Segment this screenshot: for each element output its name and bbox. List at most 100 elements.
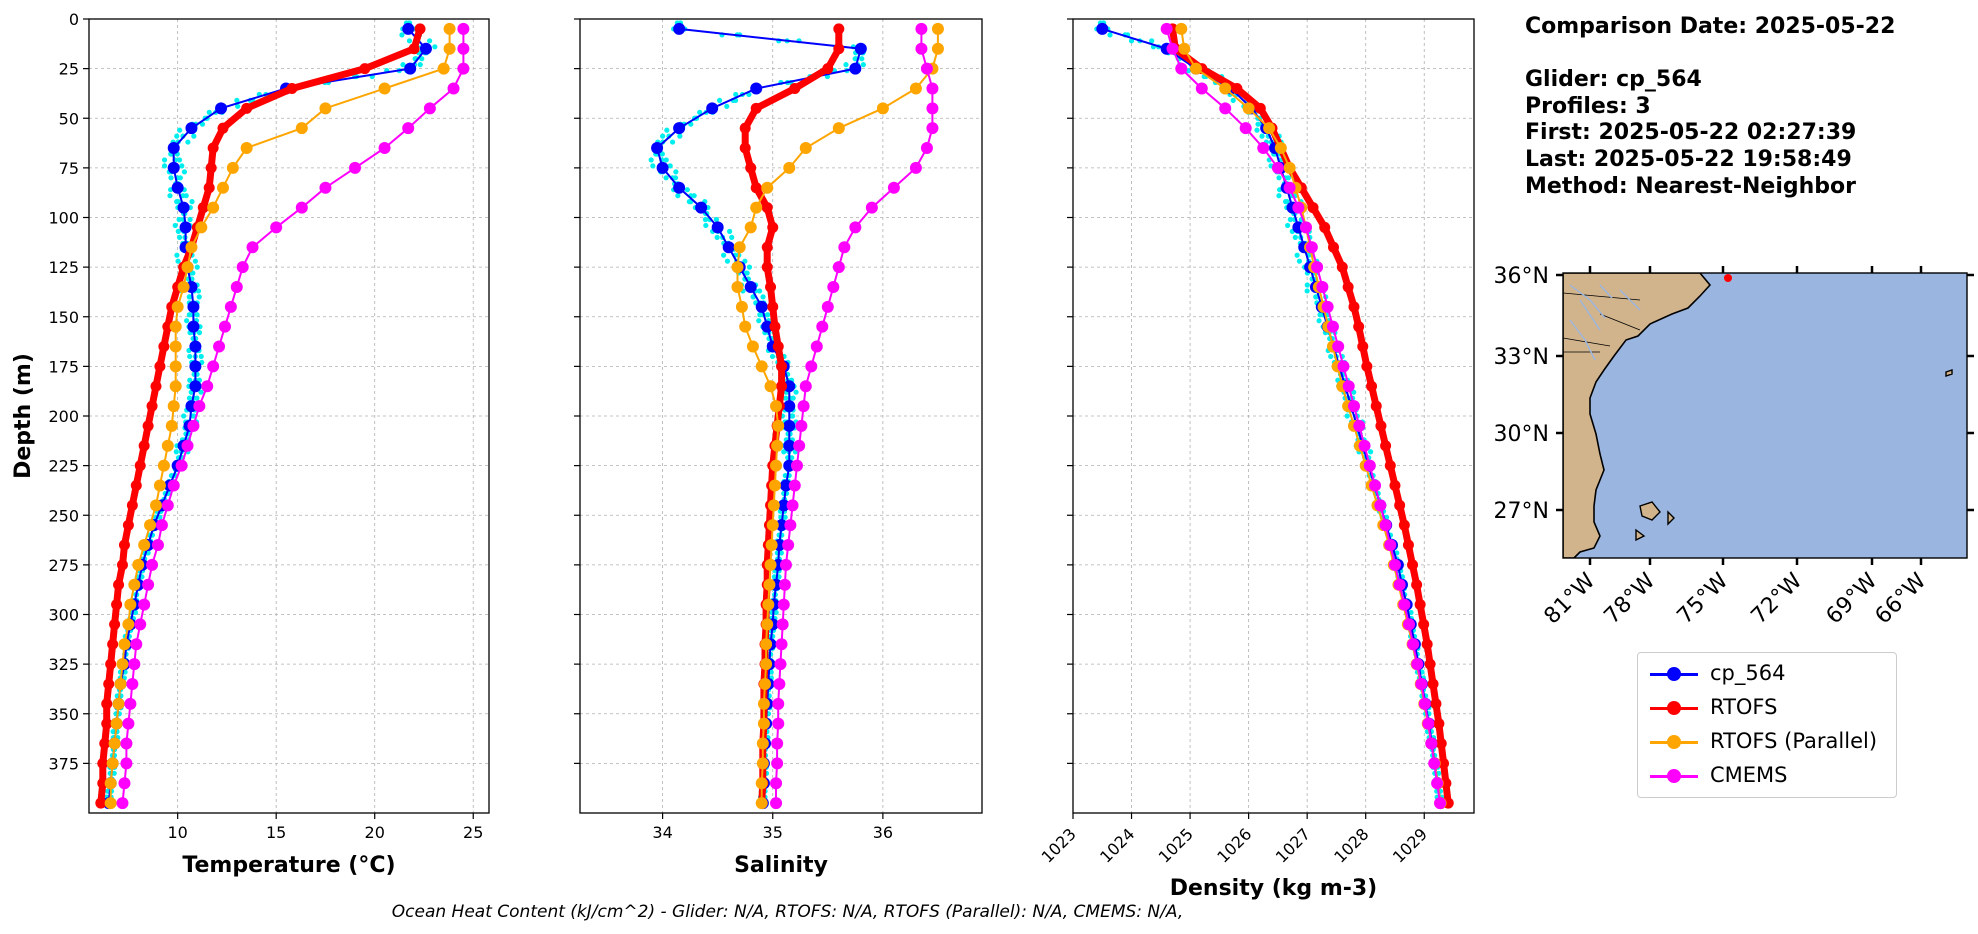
scatter-point (199, 121, 206, 127)
data-point (1380, 440, 1392, 452)
y-tick-label: 325 (48, 655, 79, 674)
data-point (759, 677, 772, 690)
data-point (169, 360, 182, 373)
panel-3: 1023 1024 1025 1026 1027 1028 1029 Density (kg … (1038, 18, 1475, 901)
data-point (185, 122, 198, 135)
scatter-point (183, 193, 189, 199)
data-point (775, 519, 788, 532)
data-point (169, 320, 182, 333)
scatter-point (664, 127, 670, 133)
scatter-point (177, 127, 183, 133)
data-point (1307, 202, 1319, 214)
data-point (404, 62, 417, 75)
x-tick-label: 34 (652, 823, 672, 842)
data-point (673, 22, 686, 35)
y-tick-label: 150 (48, 308, 79, 327)
data-point (207, 201, 220, 214)
data-point (770, 459, 783, 472)
data-point (319, 102, 332, 115)
scatter-point (783, 395, 789, 401)
data-point (116, 658, 129, 671)
scatter-point (175, 258, 181, 264)
scatter-point (176, 157, 183, 163)
data-point (171, 300, 184, 313)
scatter-point (781, 449, 787, 455)
y-tick-label: 75 (59, 159, 79, 178)
data-point (1319, 221, 1331, 233)
data-point (97, 757, 109, 769)
data-point (761, 320, 774, 333)
scatter-point (675, 193, 681, 199)
series-line (97, 27, 424, 804)
data-point (764, 558, 777, 571)
data-point (832, 261, 845, 274)
x-tick-label: 20 (365, 823, 385, 842)
data-point (1427, 678, 1439, 690)
data-point (772, 419, 785, 432)
data-point (788, 479, 801, 492)
data-point (1358, 439, 1371, 452)
data-point (138, 539, 151, 552)
series-line (121, 28, 465, 804)
scatter-point (172, 222, 178, 229)
data-point (761, 261, 773, 273)
data-point (1421, 638, 1433, 650)
data-point (771, 737, 784, 750)
data-point (909, 82, 922, 95)
data-point (827, 280, 840, 293)
data-point (144, 519, 157, 532)
data-point (755, 797, 768, 810)
data-point (1242, 102, 1255, 115)
scatter-point (721, 252, 727, 258)
x-tick-label: 1029 (1389, 824, 1431, 866)
data-point (167, 142, 180, 155)
x-tick-label: 1026 (1213, 824, 1255, 866)
data-point (761, 241, 773, 253)
data-point (130, 479, 142, 491)
data-point (142, 578, 155, 591)
data-point (745, 162, 757, 174)
scatter-point (714, 234, 720, 240)
y-tick-label: 25 (59, 60, 79, 79)
series-cmems (116, 22, 470, 810)
scatter-point (179, 163, 185, 169)
data-point (1435, 738, 1447, 750)
data-point (1430, 698, 1442, 710)
data-point (756, 737, 769, 750)
scatter-point (1149, 38, 1155, 44)
scatter-point (432, 44, 438, 50)
data-point (216, 181, 229, 194)
scatter-point (1296, 258, 1303, 264)
x-axis-label: Salinity (734, 853, 828, 878)
scatter-point (189, 199, 195, 205)
scatter-point (174, 252, 180, 258)
data-point (295, 122, 308, 135)
data-point (447, 82, 460, 95)
data-point (762, 598, 775, 611)
data-point (1326, 320, 1339, 333)
data-point (770, 797, 783, 810)
legend: cp_564 RTOFS RTOFS (Parallel) CMEMS (1637, 652, 1897, 798)
data-point (915, 22, 928, 35)
x-tick-label: 1024 (1096, 824, 1138, 866)
scatter-point (176, 216, 182, 223)
map-lon-label: 66°W (1871, 568, 1932, 629)
data-point (1433, 718, 1445, 730)
data-point (122, 519, 134, 531)
data-point (1305, 241, 1318, 254)
series-cmems (1160, 22, 1447, 810)
scatter-point (195, 288, 202, 294)
series-cmems (770, 22, 939, 810)
x-tick-label: 25 (463, 823, 483, 842)
scatter-point (729, 234, 735, 240)
data-point (101, 718, 113, 730)
data-point (120, 757, 133, 770)
scatter-point (187, 294, 193, 300)
scatter-point (175, 228, 181, 234)
scatter-point (1276, 175, 1282, 181)
scatter-point (184, 318, 190, 324)
data-point (1363, 459, 1376, 472)
legend-swatch-marker (1667, 735, 1681, 749)
map-islands (1635, 369, 1953, 542)
map-rivers (1569, 284, 1641, 361)
